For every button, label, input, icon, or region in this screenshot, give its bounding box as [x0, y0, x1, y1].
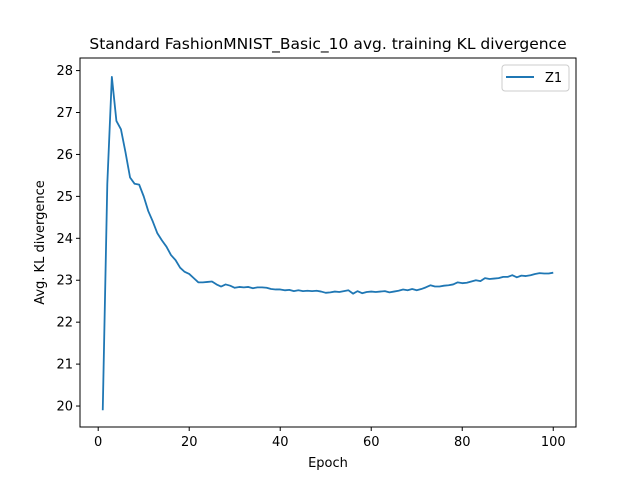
- legend-label-z1: Z1: [545, 71, 562, 86]
- plot-area: [101, 75, 554, 411]
- y-tick-label: 25: [56, 190, 73, 205]
- x-tick-label: 60: [363, 435, 380, 450]
- y-tick-label: 23: [56, 274, 73, 289]
- x-tick-label: 20: [181, 435, 198, 450]
- y-tick-label: 28: [56, 64, 73, 79]
- x-axis-label: Epoch: [308, 456, 348, 471]
- x-axis-ticks: 0 20 40 60 80 100: [94, 427, 566, 450]
- x-tick-label: 80: [454, 435, 471, 450]
- x-tick-label: 100: [541, 435, 566, 450]
- y-tick-label: 20: [56, 400, 73, 415]
- y-tick-label: 26: [56, 148, 73, 163]
- axes-frame: [79, 57, 577, 428]
- legend-box: [501, 64, 570, 92]
- series-line-z1: [101, 75, 554, 411]
- y-tick-label: 21: [56, 358, 73, 373]
- legend: Z1: [501, 64, 570, 92]
- y-axis-ticks: 20 21 22 23 24 25 26 27 28: [56, 64, 80, 415]
- x-tick-label: 40: [272, 435, 289, 450]
- chart-title: Standard FashionMNIST_Basic_10 avg. trai…: [89, 35, 566, 54]
- x-tick-label: 0: [94, 435, 102, 450]
- y-tick-label: 27: [56, 106, 73, 121]
- y-axis-label: Avg. KL divergence: [33, 180, 48, 305]
- y-tick-label: 22: [56, 316, 73, 331]
- y-tick-label: 24: [56, 232, 73, 247]
